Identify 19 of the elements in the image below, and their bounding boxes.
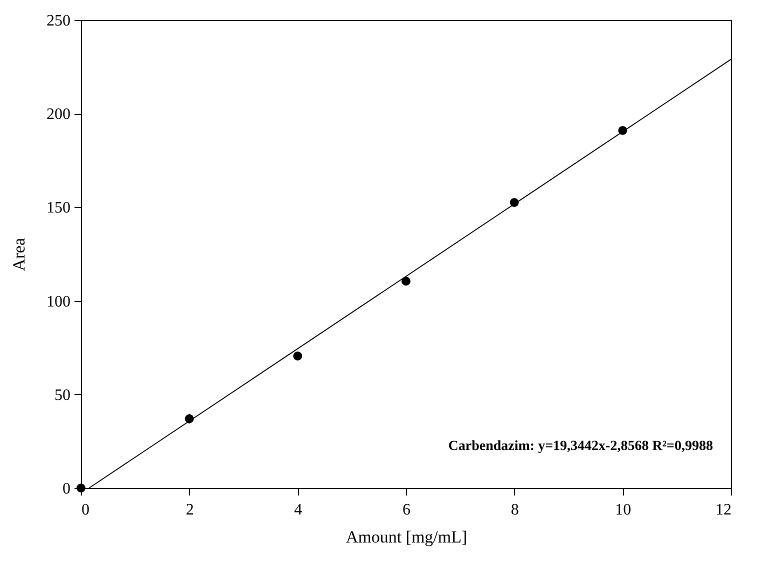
x-tick-label: 8 xyxy=(510,502,519,518)
y-tick-label: 200 xyxy=(46,106,70,124)
y-tick-label: 250 xyxy=(46,12,70,30)
x-tick-label: 6 xyxy=(402,502,410,518)
annotation: Carbendazim: y=19,3442x-2,8568 R²=0,9988 xyxy=(448,439,713,454)
y-tick-label: 100 xyxy=(46,293,70,310)
point xyxy=(293,352,302,360)
point xyxy=(76,484,86,492)
x-tick-label: 12 xyxy=(716,502,732,518)
x-tick-label: 2 xyxy=(186,502,194,518)
x-tick-label: 10 xyxy=(615,502,632,518)
y-tick-label: 50 xyxy=(54,386,70,404)
y-axis-title: Area xyxy=(10,238,28,272)
y-tick-label: 150 xyxy=(46,200,70,217)
x-tick-label: 0 xyxy=(82,502,90,518)
y-tick-label: 0 xyxy=(62,480,70,498)
x-tick-label: 4 xyxy=(294,502,302,518)
x-axis-title: Amount [mg/mL] xyxy=(346,528,468,546)
point xyxy=(402,276,410,286)
